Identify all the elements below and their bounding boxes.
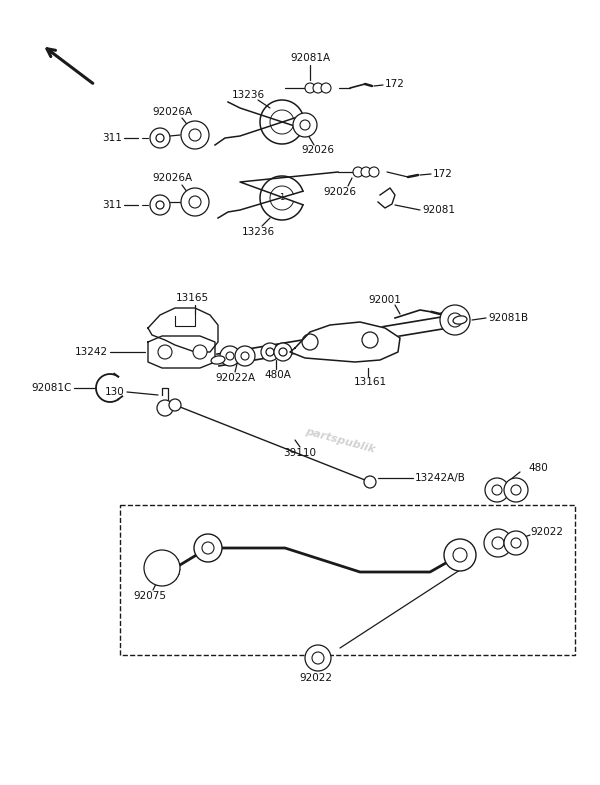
Circle shape (485, 478, 509, 502)
Polygon shape (148, 308, 218, 352)
Circle shape (279, 348, 287, 356)
Text: 92026: 92026 (323, 187, 356, 197)
Circle shape (444, 539, 476, 571)
Circle shape (150, 195, 170, 215)
Text: 92022A: 92022A (215, 373, 255, 383)
Circle shape (150, 128, 170, 148)
Circle shape (220, 346, 240, 366)
Circle shape (169, 399, 181, 411)
Text: 480: 480 (528, 463, 548, 473)
Circle shape (364, 476, 376, 488)
Circle shape (312, 652, 324, 664)
Circle shape (448, 313, 462, 327)
Circle shape (353, 167, 363, 177)
Circle shape (362, 332, 378, 348)
Text: 92001: 92001 (368, 295, 401, 305)
Text: partspublik: partspublik (304, 425, 376, 455)
Circle shape (274, 343, 292, 361)
Circle shape (202, 542, 214, 554)
Text: 92081A: 92081A (290, 53, 330, 63)
Text: 92022: 92022 (299, 673, 332, 683)
Circle shape (369, 167, 379, 177)
Circle shape (181, 188, 209, 216)
Circle shape (492, 485, 502, 495)
Circle shape (302, 334, 318, 350)
Circle shape (321, 83, 331, 93)
Circle shape (305, 83, 315, 93)
Text: 13236: 13236 (232, 90, 265, 100)
Polygon shape (148, 336, 215, 368)
Bar (120, 505, 575, 655)
Circle shape (157, 400, 173, 416)
Circle shape (313, 83, 323, 93)
Circle shape (158, 345, 172, 359)
Text: 92081: 92081 (422, 205, 455, 215)
Polygon shape (260, 100, 303, 144)
Text: 130: 130 (105, 387, 125, 397)
Circle shape (144, 550, 180, 586)
Text: 92075: 92075 (133, 591, 167, 601)
Circle shape (511, 485, 521, 495)
Circle shape (484, 529, 512, 557)
Circle shape (156, 134, 164, 142)
Text: 13165: 13165 (175, 293, 209, 303)
Circle shape (189, 196, 201, 208)
Circle shape (261, 343, 279, 361)
Text: 39110: 39110 (284, 448, 317, 458)
Polygon shape (260, 176, 303, 220)
Circle shape (181, 121, 209, 149)
Circle shape (241, 352, 249, 360)
Ellipse shape (453, 316, 467, 324)
Circle shape (193, 345, 207, 359)
Text: 13161: 13161 (353, 377, 386, 387)
Text: 92026A: 92026A (152, 107, 192, 117)
Text: 480A: 480A (265, 370, 292, 380)
Polygon shape (290, 322, 400, 362)
Circle shape (266, 348, 274, 356)
Text: 311: 311 (102, 133, 122, 143)
Text: 92026: 92026 (302, 145, 335, 155)
Text: 172: 172 (433, 169, 453, 179)
Ellipse shape (211, 356, 225, 364)
Text: 92026A: 92026A (152, 173, 192, 183)
Text: 172: 172 (385, 79, 405, 89)
Circle shape (194, 534, 222, 562)
Circle shape (156, 201, 164, 209)
Circle shape (300, 120, 310, 130)
Circle shape (235, 346, 255, 366)
Circle shape (226, 352, 234, 360)
Text: 13236: 13236 (241, 227, 275, 237)
Text: 311: 311 (102, 200, 122, 210)
Text: 92081B: 92081B (488, 313, 528, 323)
Text: 92081C: 92081C (32, 383, 72, 393)
Circle shape (293, 113, 317, 137)
Text: 92022: 92022 (530, 527, 563, 537)
Circle shape (305, 645, 331, 671)
Circle shape (492, 537, 504, 549)
Text: 13242: 13242 (75, 347, 108, 357)
Circle shape (189, 129, 201, 141)
Circle shape (453, 548, 467, 562)
Text: 1: 1 (280, 193, 284, 203)
Circle shape (504, 478, 528, 502)
Circle shape (361, 167, 371, 177)
Text: 13242A/B: 13242A/B (415, 473, 466, 483)
Circle shape (440, 305, 470, 335)
Circle shape (511, 538, 521, 548)
Circle shape (504, 531, 528, 555)
